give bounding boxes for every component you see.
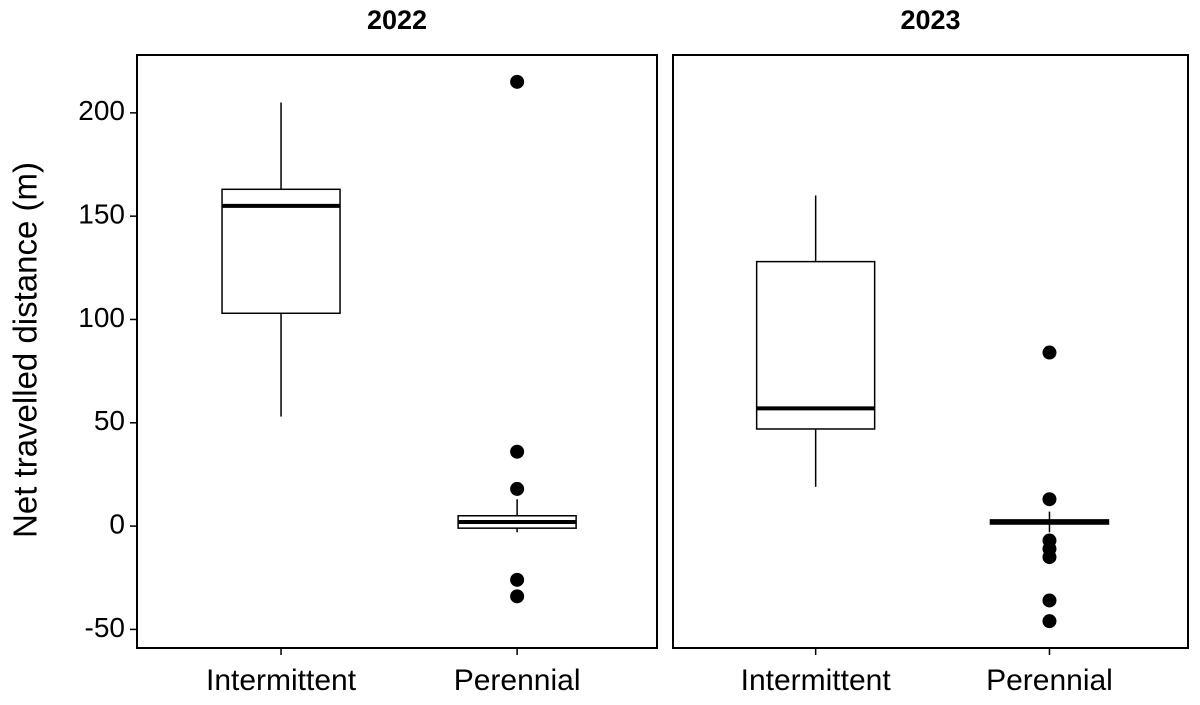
outlier — [1042, 593, 1057, 608]
box — [221, 188, 341, 315]
y-tick-label: 100 — [78, 302, 125, 333]
outlier — [510, 444, 525, 459]
panel-frame — [136, 54, 658, 649]
x-tick-label: Perennial — [454, 664, 581, 697]
outlier — [1042, 492, 1057, 507]
outlier — [510, 589, 525, 604]
y-tick-label: 150 — [78, 199, 125, 230]
box — [755, 260, 876, 430]
x-tick-label: Intermittent — [206, 664, 357, 697]
y-tick-label: 200 — [78, 95, 125, 126]
outlier — [1042, 345, 1057, 360]
panel-title: 2022 — [367, 5, 427, 35]
outlier — [510, 481, 525, 496]
y-tick-label: 50 — [94, 405, 125, 436]
x-tick-label: Perennial — [986, 664, 1113, 697]
panel-frame — [672, 54, 1189, 649]
outlier — [1042, 614, 1057, 629]
panel-title: 2023 — [900, 5, 960, 35]
y-tick-label: -50 — [85, 612, 125, 643]
outlier — [1042, 550, 1057, 565]
outlier — [510, 74, 525, 89]
y-axis-label: Net travelled distance (m) — [7, 162, 44, 538]
x-tick-label: Intermittent — [741, 664, 892, 697]
outlier — [510, 572, 525, 587]
y-tick-label: 0 — [109, 508, 125, 539]
